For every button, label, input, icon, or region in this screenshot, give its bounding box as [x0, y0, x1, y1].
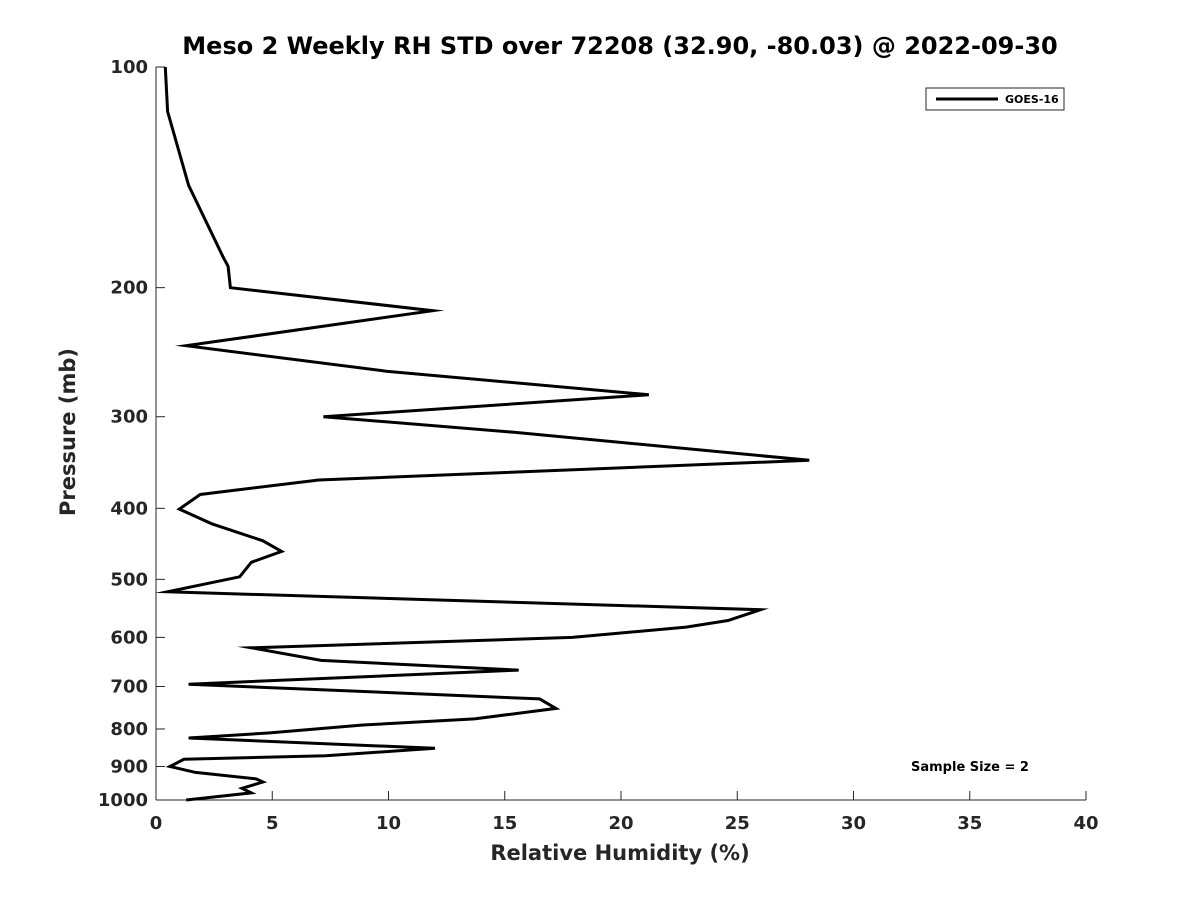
y-tick-label: 600 — [110, 627, 148, 648]
x-tick-label: 10 — [376, 813, 401, 834]
y-tick-label: 900 — [110, 756, 148, 777]
y-axis-label: Pressure (mb) — [56, 348, 80, 516]
x-tick-label: 30 — [841, 813, 866, 834]
series-line-goes-16 — [154, 66, 810, 802]
y-tick-label: 400 — [110, 498, 148, 519]
y-tick-label: 500 — [110, 569, 148, 590]
legend: GOES-16 — [925, 87, 1065, 111]
sample-size-annotation: Sample Size = 2 — [911, 760, 1029, 775]
x-tick-label: 20 — [608, 813, 633, 834]
x-ticks: 0 5 10 15 20 25 30 35 40 — [150, 791, 1099, 834]
y-tick-label: 700 — [110, 676, 148, 697]
x-tick-label: 35 — [957, 813, 982, 834]
y-tick-label: 100 — [110, 57, 148, 78]
legend-label-goes16: GOES-16 — [1005, 93, 1059, 106]
y-tick-label: 200 — [110, 278, 148, 299]
y-ticks: 100 200 300 400 500 600 700 800 900 1000 — [98, 57, 165, 811]
x-tick-label: 25 — [725, 813, 750, 834]
x-tick-label: 15 — [492, 813, 517, 834]
y-tick-label: 800 — [110, 719, 148, 740]
y-tick-label: 1000 — [98, 790, 148, 811]
x-tick-label: 40 — [1073, 813, 1098, 834]
x-tick-label: 5 — [266, 813, 279, 834]
y-tick-label: 300 — [110, 407, 148, 428]
series-group — [154, 66, 810, 802]
x-axis-label: Relative Humidity (%) — [490, 841, 749, 865]
x-tick-label: 0 — [150, 813, 163, 834]
chart-title: Meso 2 Weekly RH STD over 72208 (32.90, … — [182, 32, 1057, 60]
